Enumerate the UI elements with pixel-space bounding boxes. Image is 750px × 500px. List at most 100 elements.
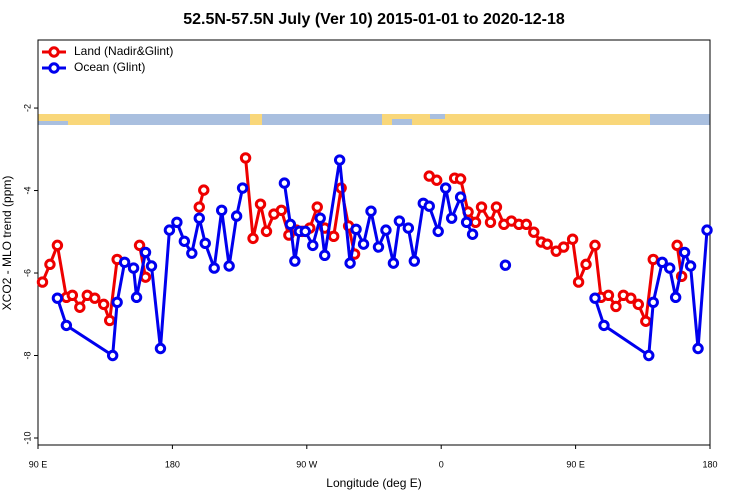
- data-point: [625, 292, 637, 304]
- data-point: [139, 246, 152, 259]
- data-point: [454, 191, 467, 203]
- data-point: [314, 212, 326, 224]
- data-point: [393, 215, 406, 227]
- data-point: [490, 201, 503, 213]
- legend-marker: [48, 46, 60, 58]
- data-point: [663, 262, 676, 274]
- data-point: [36, 276, 49, 288]
- chart-title: 52.5N-57.5N July (Ver 10) 2015-01-01 to …: [183, 11, 565, 28]
- data-point: [98, 298, 110, 311]
- data-point: [193, 201, 205, 213]
- legend-label: Ocean (Glint): [74, 60, 145, 74]
- data-point: [163, 224, 176, 236]
- y-axis-title: XCO2 - MLO trend (ppm): [0, 176, 14, 311]
- data-point: [111, 296, 123, 309]
- data-point: [344, 257, 356, 269]
- x-tick-label: 180: [165, 459, 180, 469]
- data-point: [647, 253, 659, 266]
- data-point: [365, 205, 377, 217]
- data-point: [692, 342, 704, 355]
- data-point: [499, 259, 512, 271]
- data-point: [557, 241, 570, 253]
- data-point: [669, 291, 682, 304]
- data-point: [254, 198, 267, 210]
- data-point: [640, 315, 652, 327]
- data-point: [466, 228, 479, 240]
- data-point: [103, 314, 116, 327]
- data-point: [60, 319, 73, 332]
- data-point: [357, 238, 370, 250]
- data-point: [186, 247, 198, 259]
- data-point: [423, 200, 435, 212]
- land-mask-strip: [38, 114, 710, 125]
- data-point: [589, 239, 601, 252]
- data-point: [127, 262, 140, 274]
- data-point: [598, 319, 610, 332]
- data-point: [541, 238, 553, 250]
- y-tick-label: -6: [22, 269, 32, 277]
- data-point: [656, 256, 668, 268]
- data-point: [469, 216, 482, 228]
- data-point: [215, 204, 228, 217]
- data-point: [647, 296, 659, 309]
- data-point: [380, 224, 392, 236]
- x-axis-title: Longitude (deg E): [326, 476, 421, 490]
- data-point: [333, 154, 346, 166]
- data-point: [247, 232, 259, 245]
- data-point: [51, 239, 64, 252]
- legend-label: Land (Nadir&Glint): [74, 44, 173, 58]
- data-point: [454, 173, 467, 185]
- data-point: [701, 224, 713, 236]
- y-tick-label: -2: [22, 104, 32, 112]
- data-point: [671, 239, 683, 252]
- data-point: [475, 201, 488, 213]
- x-tick-label: 0: [439, 459, 444, 469]
- data-point: [311, 201, 323, 213]
- data-point: [74, 301, 86, 313]
- x-tick-label: 180: [702, 459, 717, 469]
- data-point: [130, 291, 143, 304]
- data-point: [439, 182, 452, 194]
- data-point: [408, 255, 421, 267]
- data-point: [278, 177, 291, 189]
- data-point: [372, 241, 385, 253]
- data-point: [289, 255, 301, 267]
- data-point: [589, 292, 601, 304]
- data-point: [684, 260, 697, 272]
- data-point: [118, 256, 131, 268]
- data-point: [154, 342, 167, 355]
- data-point: [643, 349, 655, 362]
- data-point: [133, 239, 146, 252]
- data-point: [327, 230, 340, 243]
- data-point: [223, 260, 235, 272]
- x-tick-label: 90 E: [566, 459, 585, 469]
- data-point: [602, 289, 615, 301]
- data-point: [299, 225, 312, 238]
- data-point: [260, 225, 273, 238]
- data-point: [236, 182, 249, 194]
- y-tick-label: -10: [22, 431, 32, 444]
- data-point: [66, 289, 79, 301]
- data-point: [431, 174, 443, 186]
- data-point: [171, 216, 183, 228]
- data-point: [106, 349, 119, 362]
- data-point: [199, 237, 211, 250]
- data-point: [198, 184, 210, 196]
- data-point: [572, 276, 585, 288]
- data-point: [239, 152, 252, 164]
- data-point: [307, 239, 319, 252]
- legend-marker: [48, 62, 60, 74]
- y-tick-label: -8: [22, 351, 32, 359]
- data-point: [610, 300, 622, 313]
- data-point: [520, 218, 533, 231]
- x-tick-label: 90 E: [29, 459, 48, 469]
- data-point: [566, 233, 579, 245]
- data-point: [350, 223, 362, 236]
- data-point: [484, 216, 497, 228]
- data-point: [528, 226, 540, 238]
- data-point: [145, 260, 158, 272]
- data-point: [580, 258, 592, 271]
- x-tick-label: 90 W: [296, 459, 318, 469]
- data-point: [432, 225, 444, 238]
